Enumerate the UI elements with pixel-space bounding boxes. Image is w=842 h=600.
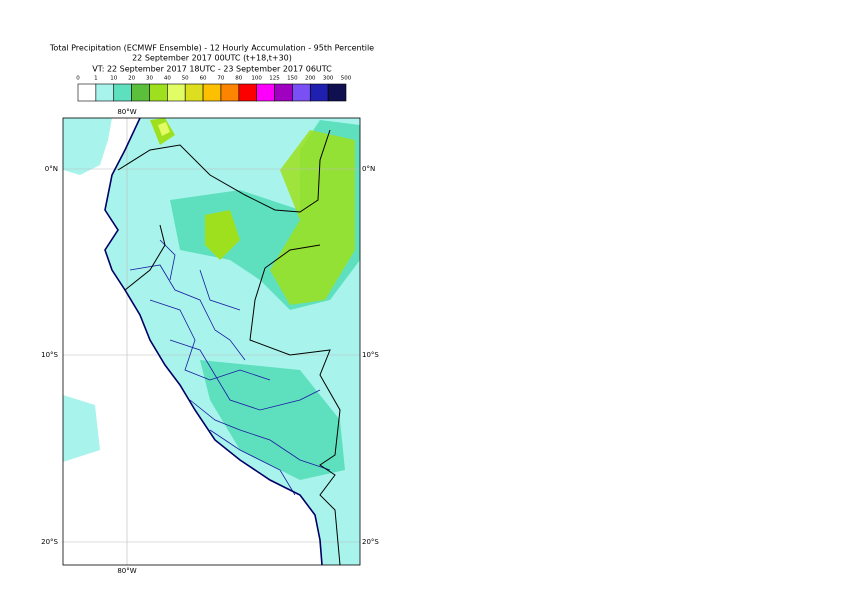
colorbar-label: 20 bbox=[128, 76, 135, 82]
lat-label: 0°N bbox=[362, 165, 375, 173]
colorbar-label: 70 bbox=[217, 76, 224, 82]
lon-label: 80°W bbox=[117, 567, 136, 575]
precip-area bbox=[63, 395, 100, 462]
colorbar-box bbox=[95, 83, 115, 102]
colorbar-label: 60 bbox=[200, 76, 207, 82]
colorbar-label: 150 bbox=[287, 76, 298, 82]
colorbar-label: 300 bbox=[323, 76, 334, 82]
colorbar: 0 1 10 20 30 40 50 60 70 80 100 125 150 200 300 500 bbox=[76, 76, 352, 102]
map bbox=[63, 118, 360, 565]
colorbar-label: 1 bbox=[94, 76, 98, 82]
lon-label: 80°W bbox=[117, 108, 136, 116]
colorbar-label: 30 bbox=[146, 76, 153, 82]
colorbar-label: 80 bbox=[235, 76, 242, 82]
colorbar-box bbox=[131, 83, 150, 102]
colorbar-box bbox=[309, 83, 329, 102]
colorbar-box bbox=[327, 83, 347, 102]
lat-label: 0°N bbox=[45, 165, 58, 173]
colorbar-label: 40 bbox=[164, 76, 171, 82]
lat-label: 20°S bbox=[362, 538, 379, 546]
title: Total Precipitation (ECMWF Ensemble) - 1… bbox=[49, 44, 374, 53]
colorbar-box bbox=[167, 83, 186, 102]
coastline bbox=[104, 118, 323, 565]
colorbar-box bbox=[292, 83, 311, 102]
colorbar-label: 500 bbox=[341, 76, 352, 82]
colorbar-label: 50 bbox=[182, 76, 189, 82]
map-frame bbox=[62, 117, 361, 566]
colorbar-label: 200 bbox=[305, 76, 316, 82]
colorbar-box bbox=[149, 83, 168, 102]
department-borders bbox=[129, 239, 331, 496]
colorbar-box bbox=[77, 83, 97, 102]
precip-area bbox=[63, 118, 112, 175]
colorbar-box bbox=[113, 83, 132, 102]
colorbar-box bbox=[220, 83, 240, 102]
lat-label: 20°S bbox=[41, 538, 58, 546]
valid-time: VT: 22 September 2017 18UTC - 23 Septemb… bbox=[92, 65, 332, 74]
colorbar-box bbox=[202, 83, 222, 102]
run-time: 22 September 2017 00UTC (t+18,t+30) bbox=[132, 54, 292, 63]
colorbar-label: 100 bbox=[251, 76, 262, 82]
precip-area bbox=[200, 360, 345, 480]
colorbar-box bbox=[238, 83, 257, 102]
country-borders bbox=[117, 129, 341, 565]
precip-area bbox=[205, 210, 240, 260]
lat-label: 10°S bbox=[362, 351, 379, 359]
colorbar-label: 10 bbox=[110, 76, 117, 82]
colorbar-label: 125 bbox=[269, 76, 280, 82]
precip-area bbox=[270, 130, 355, 305]
colorbar-label: 0 bbox=[76, 76, 80, 82]
colorbar-box bbox=[274, 83, 293, 102]
colorbar-box bbox=[184, 83, 204, 102]
lat-label: 10°S bbox=[41, 351, 58, 359]
colorbar-box bbox=[256, 83, 275, 102]
precip-area bbox=[158, 122, 170, 136]
